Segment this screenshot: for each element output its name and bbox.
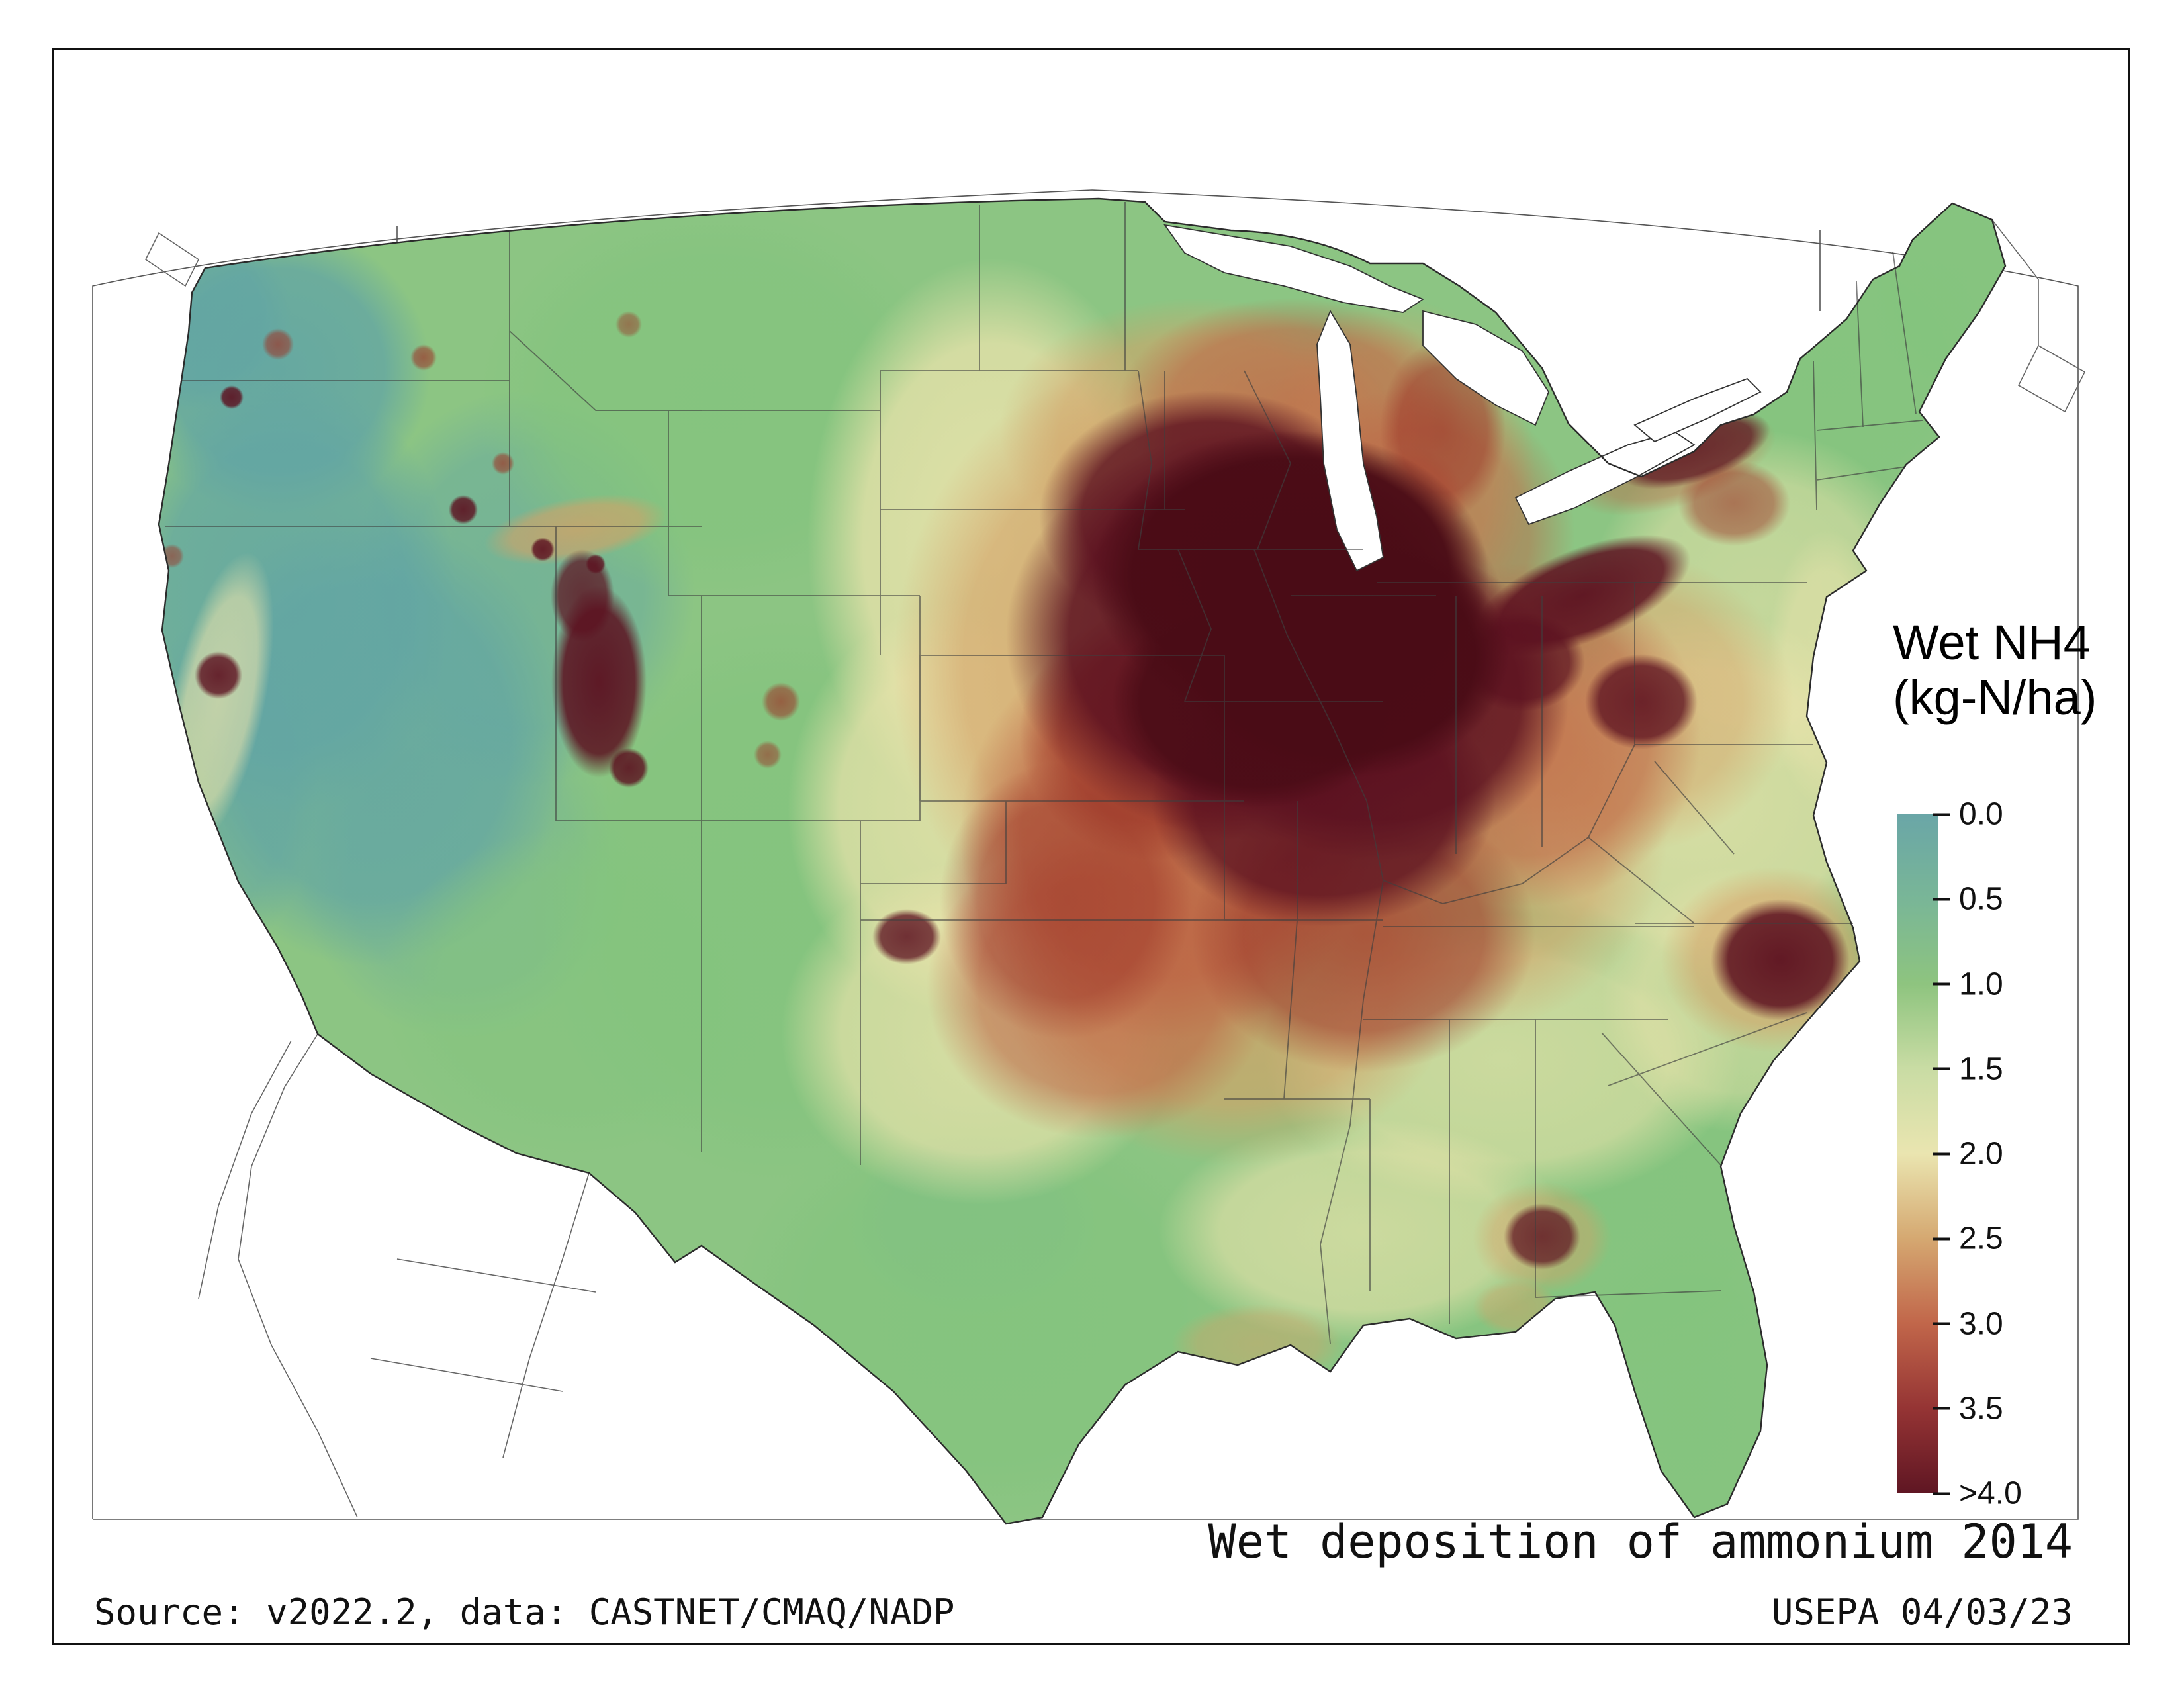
legend-tick: 1.5 xyxy=(1933,1051,2003,1087)
legend-tick: 2.0 xyxy=(1933,1136,2003,1172)
legend-title-line2: (kg-N/ha) xyxy=(1893,669,2097,725)
legend-ticks: 0.0 0.5 1.0 1.5 2.0 2.5 3.0 3.5 >4.0 xyxy=(1933,797,2171,1511)
tick-mark xyxy=(1933,1237,1950,1241)
legend: Wet NH4 (kg-N/ha) 0.0 0.5 1.0 1.5 2.0 2.… xyxy=(1893,615,2171,1511)
legend-tick: 3.5 xyxy=(1933,1390,2003,1427)
tick-mark xyxy=(1933,982,1950,986)
lake-erie xyxy=(1514,431,1696,526)
legend-tick: 1.0 xyxy=(1933,966,2003,1002)
tick-mark xyxy=(1933,813,1950,816)
tick-mark xyxy=(1933,1492,1950,1495)
legend-colorbar-wrap: 0.0 0.5 1.0 1.5 2.0 2.5 3.0 3.5 >4.0 xyxy=(1897,797,2175,1511)
map-caption: Wet deposition of ammonium 2014 xyxy=(1208,1515,2073,1569)
legend-tick: 3.0 xyxy=(1933,1305,2003,1342)
tick-mark xyxy=(1933,1067,1950,1070)
tick-mark xyxy=(1933,1407,1950,1410)
agency-date: USEPA 04/03/23 xyxy=(1771,1591,2073,1633)
state-boundaries xyxy=(165,202,1923,1344)
tick-mark xyxy=(1933,1322,1950,1325)
deposition-raster xyxy=(159,199,2005,1524)
us-outline xyxy=(158,197,2007,1525)
neighbor-country-lines xyxy=(144,219,2086,1518)
lake-michigan xyxy=(1316,309,1384,572)
legend-title: Wet NH4 (kg-N/ha) xyxy=(1893,615,2171,726)
tick-mark xyxy=(1933,898,1950,901)
legend-tick: 2.5 xyxy=(1933,1221,2003,1257)
tick-mark xyxy=(1933,1152,1950,1155)
legend-tick: 0.5 xyxy=(1933,881,2003,917)
legend-title-line1: Wet NH4 xyxy=(1893,615,2091,670)
lake-ontario xyxy=(1633,377,1762,443)
source-note: Source: v2022.2, data: CASTNET/CMAQ/NADP xyxy=(94,1591,955,1633)
legend-tick: 0.0 xyxy=(1933,796,2003,833)
lake-huron xyxy=(1422,310,1550,426)
legend-tick: >4.0 xyxy=(1933,1476,2022,1512)
great-lakes xyxy=(1163,224,1762,572)
legend-colorbar xyxy=(1897,814,1938,1493)
lake-superior xyxy=(1163,224,1424,313)
